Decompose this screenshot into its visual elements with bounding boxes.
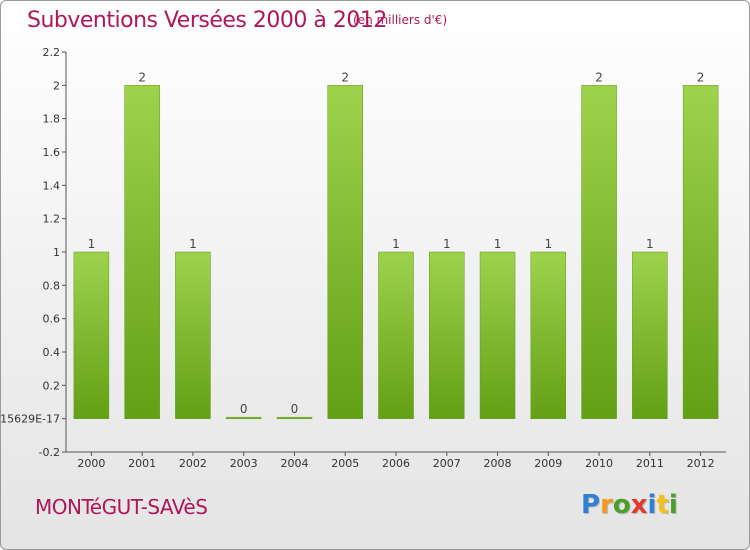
y-tick-label: 0.6: [43, 313, 61, 326]
logo-letter: x: [630, 490, 648, 520]
bar: [276, 416, 313, 419]
bar-data-label: 0: [291, 402, 299, 416]
y-tick-label: 0.4: [43, 346, 61, 359]
bar-data-label: 1: [392, 237, 400, 251]
x-tick-label: 2000: [77, 457, 105, 470]
bar: [632, 251, 668, 419]
x-tick-label: 2004: [280, 457, 308, 470]
x-tick-label: 2002: [179, 457, 207, 470]
bar-data-label: 2: [341, 70, 349, 84]
y-tick-label: -1.3877787807815629E-17: [1, 413, 60, 426]
y-tick-label: 0.2: [43, 379, 61, 392]
commune-name: MONTéGUT-SAVèS: [35, 495, 208, 519]
logo-letter: i: [647, 490, 657, 520]
chart-unit-subtitle: (en milliers d'€): [353, 13, 448, 27]
logo-letter: i: [668, 490, 678, 520]
y-tick-label: 1.8: [43, 113, 61, 126]
x-tick-label: 2011: [636, 457, 664, 470]
proxiti-logo: Proxiti: [581, 490, 678, 520]
bar: [479, 251, 516, 419]
bar: [682, 85, 719, 419]
bar: [429, 251, 465, 419]
x-tick-label: 2006: [382, 457, 410, 470]
bar-data-label: 1: [544, 237, 552, 251]
y-tick-label: 2.2: [43, 46, 61, 59]
y-tick-label: -0.2: [39, 446, 60, 459]
x-tick-label: 2003: [230, 457, 258, 470]
bar-data-label: 1: [494, 237, 502, 251]
x-tick-label: 2009: [534, 457, 562, 470]
bar-data-label: 0: [240, 402, 248, 416]
logo-letter: r: [600, 490, 613, 520]
bar-data-label: 2: [595, 70, 603, 84]
bar-data-label: 1: [646, 237, 654, 251]
x-tick-label: 2005: [331, 457, 359, 470]
bar-data-label: 1: [189, 237, 197, 251]
bar-data-label: 2: [697, 70, 705, 84]
bar: [73, 251, 110, 419]
bar: [581, 85, 617, 419]
y-tick-label: 1: [53, 246, 60, 259]
bar: [530, 251, 567, 419]
bar: [175, 251, 211, 419]
y-tick-label: 1.6: [43, 146, 61, 159]
y-tick-label: 2: [53, 79, 60, 92]
bar: [124, 85, 160, 419]
bar: [378, 251, 414, 419]
logo-letter: o: [612, 490, 631, 520]
chart-title: Subventions Versées 2000 à 2012: [27, 8, 387, 33]
x-tick-label: 2007: [433, 457, 461, 470]
bar-data-label: 1: [88, 237, 96, 251]
y-tick-label: 0.8: [43, 279, 61, 292]
x-tick-label: 2008: [484, 457, 512, 470]
bar-data-label: 1: [443, 237, 451, 251]
x-tick-label: 2010: [585, 457, 613, 470]
y-tick-label: 1.2: [43, 213, 61, 226]
x-tick-label: 2012: [687, 457, 715, 470]
y-tick-label: 1.4: [43, 179, 61, 192]
x-tick-label: 2001: [128, 457, 156, 470]
bar: [327, 85, 363, 419]
bar-data-label: 2: [138, 70, 146, 84]
bar: [225, 416, 262, 419]
logo-letter: P: [581, 490, 601, 520]
logo-letter: t: [656, 490, 669, 520]
